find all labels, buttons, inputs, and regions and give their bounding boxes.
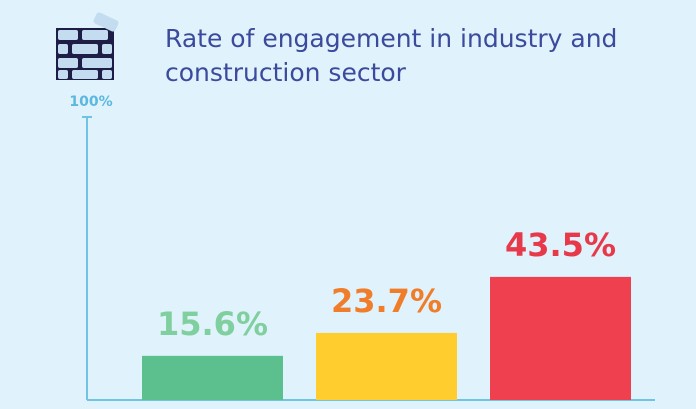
y-tick-label: 100% [69, 94, 112, 110]
value-label: 23.7% [331, 282, 442, 320]
bar [316, 332, 457, 400]
value-label: 43.5% [505, 226, 616, 264]
chart-title: Rate of engagement in industry and const… [165, 24, 618, 87]
bar [142, 355, 283, 400]
brick-icon [56, 12, 119, 80]
value-label: 15.6% [157, 305, 268, 343]
bar [490, 276, 631, 400]
